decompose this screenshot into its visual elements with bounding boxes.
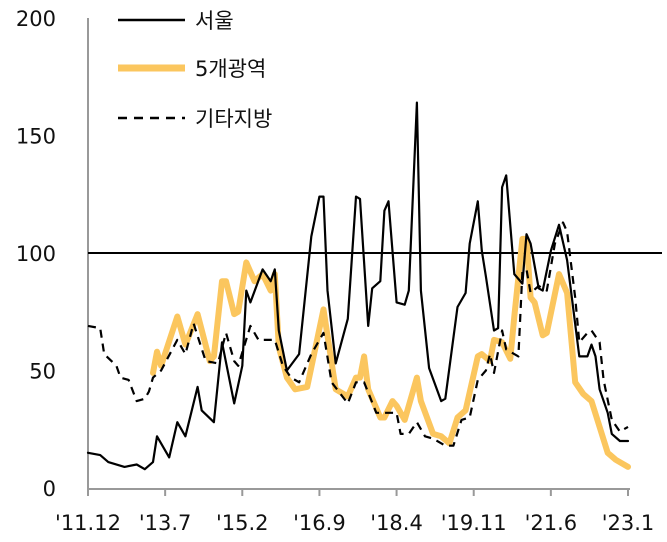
series-line-metro — [150, 235, 631, 470]
x-tick-label: '18.4 — [370, 511, 423, 535]
x-tick-label: '15.2 — [216, 511, 269, 535]
y-axis: 0 50 100 150 200 — [16, 7, 56, 501]
series-line-seoul — [86, 101, 630, 471]
y-tick-label: 200 — [16, 7, 56, 31]
legend-label-other: 기타지방 — [195, 107, 272, 131]
y-tick-label: 100 — [16, 242, 56, 266]
x-tick-label: '16.9 — [293, 511, 346, 535]
x-tick-label: '21.6 — [525, 511, 578, 535]
y-tick-label: 150 — [16, 125, 56, 149]
legend-label-metro: 5개광역 — [195, 57, 266, 81]
x-tick-label: '13.7 — [139, 511, 192, 535]
x-axis: '11.12 '13.7 '15.2 '16.9 '18.4 '19.11 '21.6 '23… — [55, 488, 654, 535]
x-tick-label: '23.1 — [602, 511, 655, 535]
y-tick-label: 0 — [43, 477, 56, 501]
legend: 서울 5개광역 기타지방 — [118, 9, 272, 131]
y-tick-label: 50 — [29, 360, 56, 384]
legend-label-seoul: 서울 — [195, 9, 234, 33]
x-tick-label: '11.12 — [55, 511, 121, 535]
x-tick-label: '19.11 — [441, 511, 507, 535]
series-group — [86, 101, 631, 471]
series-line-other — [87, 221, 629, 447]
